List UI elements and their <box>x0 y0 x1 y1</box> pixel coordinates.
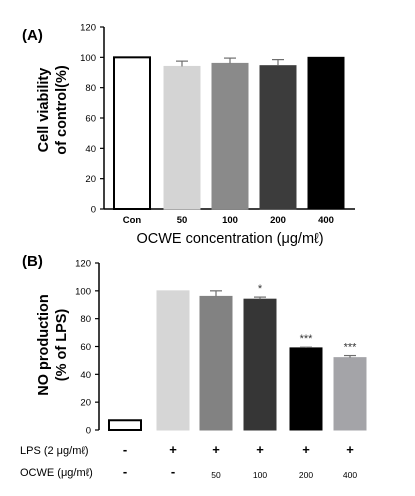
panel-a-x-tick-label: 200 <box>270 215 286 226</box>
panel-b-bar <box>243 298 277 431</box>
panel-b-row-ocwe-value: 100 <box>253 470 267 480</box>
panel-a-xlabel: OCWE concentration (μg/mℓ) <box>136 231 323 247</box>
panel-b: (B) NO production (% of LPS) 0 20 40 60 80 10… <box>20 253 367 480</box>
panel-b-y-tick-label: 40 <box>80 370 91 381</box>
lps-row-label: LPS (2 μg/mℓ) <box>20 445 89 457</box>
panel-a-bar <box>211 62 249 210</box>
panel-b-significance-marker: * <box>258 283 263 295</box>
panel-a-y-tick-label: 40 <box>85 144 96 155</box>
panel-b-y-tick-label: 60 <box>80 342 91 353</box>
panel-b-row-lps-value: + <box>169 442 177 457</box>
panel-a-x-tick-label: 400 <box>318 215 334 226</box>
panel-b-bar <box>333 357 367 431</box>
panel-b-row-lps-value: + <box>346 442 354 457</box>
panel-a-y-tick-label: 0 <box>91 205 96 216</box>
panel-a-y-tick-label: 100 <box>80 53 96 64</box>
panel-b-y-tick-label: 100 <box>75 286 91 297</box>
panel-a-x-tick-label: Con <box>123 215 142 226</box>
panel-a-bar <box>113 56 151 211</box>
panel-b-y-tick-label: 120 <box>75 259 91 270</box>
panel-b-bar <box>199 295 233 431</box>
panel-b-y-tick-label: 80 <box>80 314 91 325</box>
panel-a-ylabel-line1: Cell viability <box>36 68 52 153</box>
panel-b-row-ocwe-value: - <box>123 464 127 479</box>
panel-b-row-ocwe-value: 400 <box>343 470 357 480</box>
panel-a-x-tick-label: 100 <box>222 215 238 226</box>
panel-a-ylabel-line2: of control(%) <box>54 65 70 155</box>
panel-b-row-lps-value: + <box>212 442 220 457</box>
panel-b-label: (B) <box>22 253 43 270</box>
panel-b-row-ocwe-value: 50 <box>211 470 221 480</box>
panel-a-y-tick-label: 80 <box>85 83 96 94</box>
panel-b-y-tick-label: 20 <box>80 398 91 409</box>
panel-b-row-lps-value: + <box>302 442 310 457</box>
panel-b-bar <box>289 347 323 431</box>
panel-b-y-tick-label: 0 <box>86 426 91 437</box>
ocwe-row-label: OCWE (μg/mℓ) <box>20 467 93 479</box>
panel-b-ylabel-line2: (% of LPS) <box>54 309 70 382</box>
panel-a-bar <box>259 65 297 210</box>
panel-a-y-tick-label: 60 <box>85 114 96 125</box>
panel-b-significance-marker: *** <box>300 333 314 345</box>
panel-a-y-tick-label: 120 <box>80 23 96 34</box>
panel-b-significance-marker: *** <box>344 342 358 354</box>
panel-a-label: (A) <box>22 27 43 44</box>
panel-a-bar <box>307 56 345 210</box>
panel-a-bar <box>163 65 201 210</box>
panel-b-bar <box>156 290 190 431</box>
panel-b-ylabel-line1: NO production <box>36 294 52 396</box>
panel-b-row-ocwe-value: 200 <box>299 470 313 480</box>
panel-b-row-ocwe-value: - <box>171 464 175 479</box>
panel-a-y-tick-label: 20 <box>85 174 96 185</box>
panel-a: (A) Cell viability of control(%) 0 20 40 60… <box>22 23 355 247</box>
panel-b-bar <box>108 419 142 431</box>
panel-b-row-lps-value: - <box>123 442 127 457</box>
panel-b-row-lps-value: + <box>256 442 264 457</box>
panel-a-x-tick-label: 50 <box>177 215 188 226</box>
